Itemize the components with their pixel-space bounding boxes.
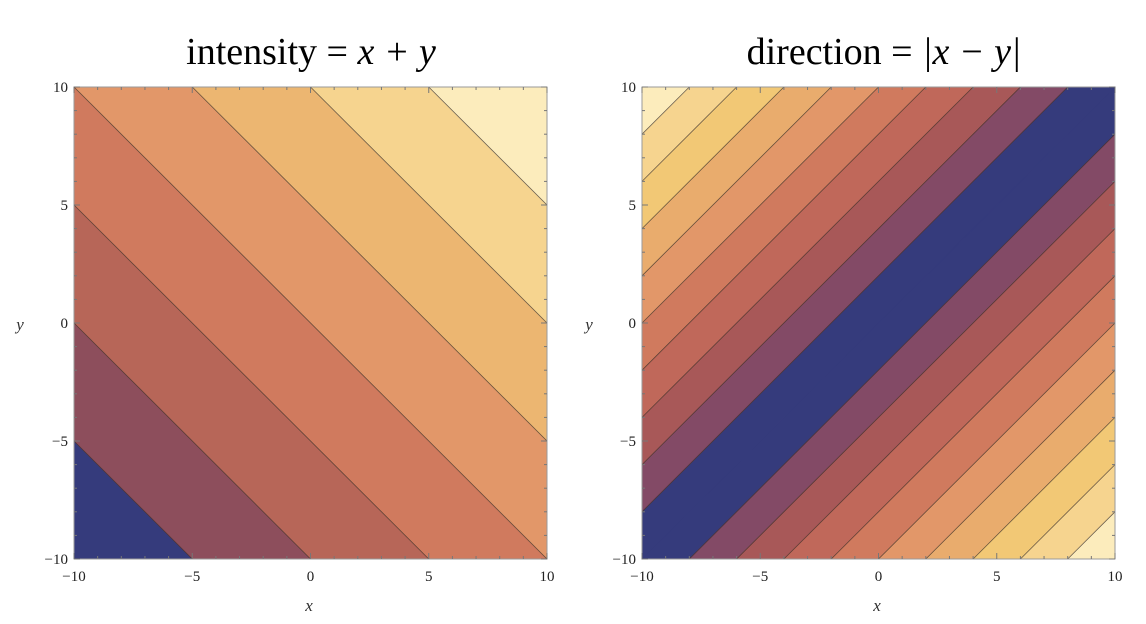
y-tick-label: 0 [61, 316, 69, 332]
x-tick-label: −10 [630, 569, 653, 585]
contour-line [641, 86, 832, 277]
y-axis-label: y [14, 315, 24, 334]
contour-line [191, 86, 548, 442]
contour-line [830, 275, 1116, 560]
contour-line [689, 133, 1116, 560]
contour-line [878, 322, 1116, 560]
intensity-chart: intensity = x + y −10 −5 0 5 10 −10 −5 0 5 10 x y [14, 31, 554, 615]
contour-line [73, 86, 548, 560]
x-tick-label: −5 [752, 569, 768, 585]
chart-title-direction: direction = |x − y| [747, 31, 1022, 73]
contour-line [641, 86, 974, 418]
contour-line [73, 440, 193, 560]
chart-title-intensity: intensity = x + y [186, 31, 436, 73]
contour-line [1020, 464, 1116, 560]
y-tick-label: 10 [621, 80, 636, 96]
contour-line [1067, 511, 1116, 560]
y-tick-label: −5 [620, 434, 636, 450]
contour-line [783, 228, 1116, 560]
intensity-plot-area: −10 −5 0 5 10 −10 −5 0 5 10 [45, 80, 555, 585]
y-tick-label: −5 [52, 434, 68, 450]
contour-line [641, 86, 785, 229]
x-tick-label: 0 [307, 569, 315, 585]
x-tick-label: 0 [875, 569, 883, 585]
contour-line [641, 86, 1021, 465]
x-tick-label: −10 [62, 569, 85, 585]
contour-line [73, 204, 430, 560]
contour-line [73, 322, 311, 560]
contour-line [641, 86, 737, 182]
direction-plot-area: −10 −5 0 5 10 −10 −5 0 5 10 [613, 80, 1123, 585]
y-tick-label: 5 [629, 198, 637, 214]
contour-lines [641, 86, 1116, 560]
contour-line [641, 86, 927, 371]
contour-line [641, 86, 1068, 513]
x-tick-label: 5 [993, 569, 1001, 585]
x-axis-label: x [304, 596, 313, 615]
contour-line [972, 417, 1116, 560]
contour-lines [73, 86, 548, 560]
axis-ticks [641, 86, 1116, 560]
contour-line [310, 86, 548, 324]
contour-line [428, 86, 548, 206]
y-axis-label: y [583, 315, 593, 334]
contour-line [641, 86, 690, 135]
y-tick-label: −10 [45, 552, 68, 568]
contour-line [641, 86, 879, 324]
y-tick-label: 10 [53, 80, 68, 96]
x-tick-label: 10 [540, 569, 555, 585]
x-tick-label: −5 [184, 569, 200, 585]
x-tick-label: 5 [425, 569, 433, 585]
y-tick-label: 5 [61, 198, 69, 214]
axis-ticks [73, 86, 548, 560]
y-tick-label: 0 [629, 316, 637, 332]
x-tick-label: 10 [1108, 569, 1123, 585]
contour-line [736, 181, 1116, 560]
x-axis-label: x [872, 596, 881, 615]
direction-chart: direction = |x − y| −10 −5 0 5 10 −10 −5 0 5 10 x… [583, 31, 1122, 615]
contour-line [925, 369, 1116, 560]
y-tick-label: −10 [613, 552, 636, 568]
